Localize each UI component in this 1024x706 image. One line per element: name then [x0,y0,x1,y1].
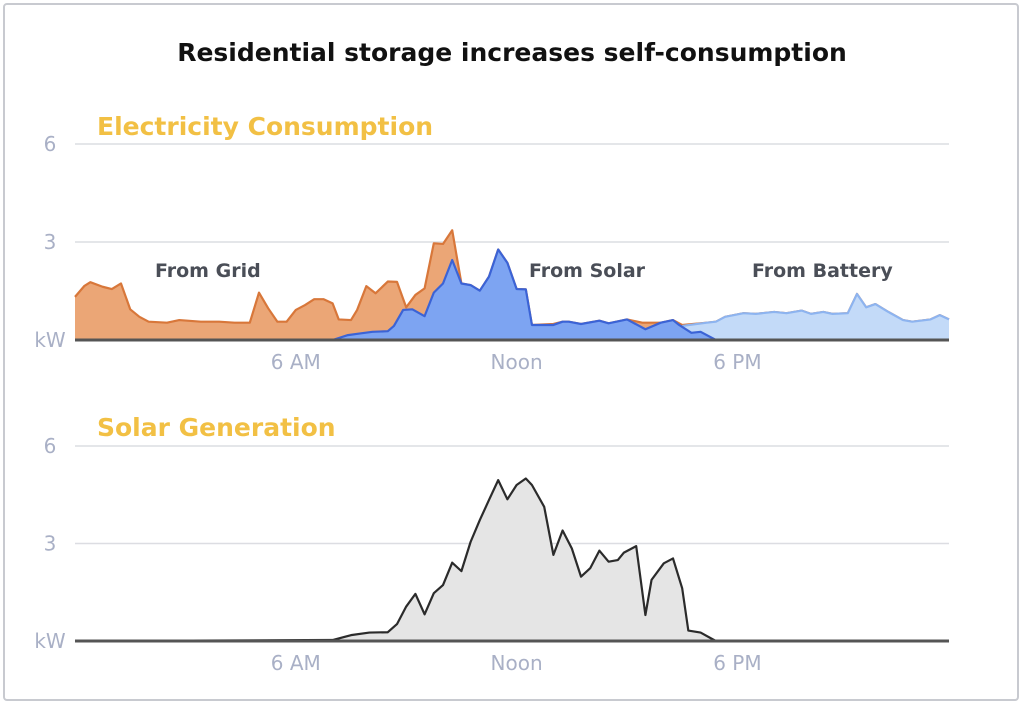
generation-area [75,478,949,641]
x-tick-label: 6 PM [713,651,761,675]
image-frame [3,3,1019,701]
figure-title: Residential storage increases self-consu… [177,38,847,67]
annotation-battery: From Battery [752,260,893,282]
consumption-panel: Electricity Consumption 6 3 kW 6 AM Noon 6 PM… [34,112,950,374]
x-tick-label: 6 AM [271,651,321,675]
x-tick-label: Noon [491,651,543,675]
generation-line [74,477,949,643]
y-tick-label: kW [34,629,66,653]
y-tick-label: 3 [44,532,57,556]
y-tick-label: 6 [44,434,57,458]
x-tick-label: 6 AM [271,350,321,374]
solar-area [332,249,716,340]
y-tick-label: kW [34,328,66,352]
y-tick-label: 3 [44,230,57,254]
annotation-grid: From Grid [155,260,261,282]
consumption-title: Electricity Consumption [97,112,433,141]
x-tick-label: Noon [491,350,543,374]
x-tick-label: 6 PM [713,350,761,374]
battery-area [682,293,949,340]
battery-line [682,292,950,328]
annotation-solar: From Solar [529,260,646,282]
generation-panel: Solar Generation 6 3 kW 6 AM Noon 6 PM [34,413,950,675]
generation-title: Solar Generation [97,413,336,442]
y-tick-label: 6 [44,132,57,156]
